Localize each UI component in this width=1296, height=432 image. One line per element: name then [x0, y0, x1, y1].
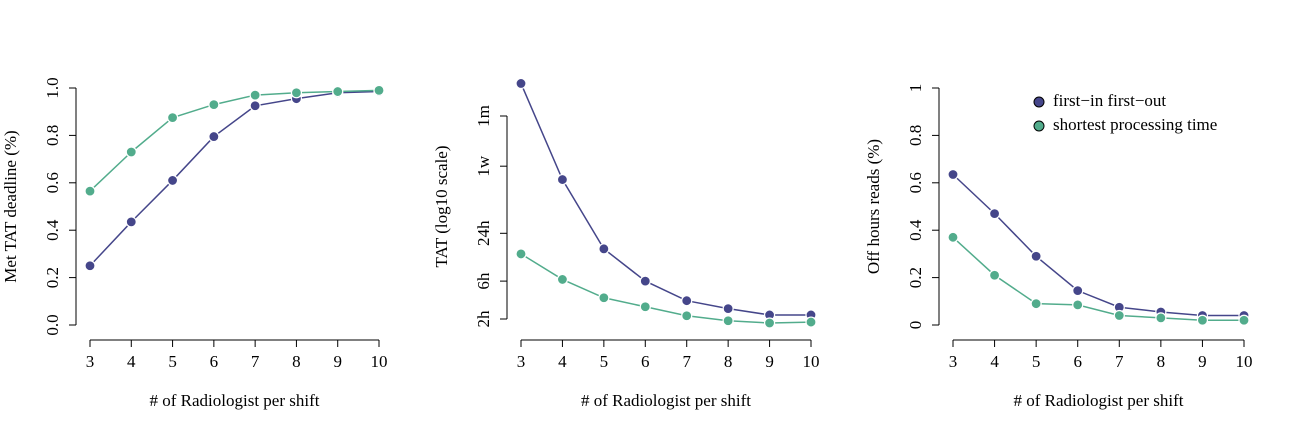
data-point: [515, 77, 527, 90]
x-tick-label: 9: [765, 352, 774, 371]
data-point: [1072, 285, 1084, 297]
y-tick-label: 1m: [474, 105, 493, 127]
x-tick-label: 10: [371, 352, 388, 371]
y-tick-label: 6h: [474, 272, 493, 290]
series-line: [89, 89, 380, 192]
data-point: [805, 316, 817, 328]
x-tick-label: 10: [803, 352, 820, 371]
x-tick-label: 8: [1157, 352, 1166, 371]
y-tick-label: 24h: [474, 220, 493, 246]
y-tick-label: 0.4: [906, 219, 925, 241]
data-point: [681, 310, 693, 322]
x-tick-label: 4: [990, 352, 999, 371]
x-tick-label: 9: [333, 352, 342, 371]
data-point: [1155, 312, 1167, 324]
series-line: [952, 173, 1244, 317]
data-point: [249, 89, 261, 101]
x-tick-label: 7: [251, 352, 260, 371]
data-point: [681, 295, 693, 307]
y-tick-label: 0.6: [43, 172, 62, 193]
x-tick-label: 10: [1236, 352, 1253, 371]
legend-label: shortest processing time: [1053, 115, 1217, 134]
y-axis-label: TAT (log10 scale): [432, 145, 451, 267]
data-point: [373, 84, 385, 96]
data-point: [988, 269, 1001, 281]
y-tick-label: 0.8: [43, 125, 62, 146]
data-point: [332, 85, 344, 98]
data-point: [556, 273, 569, 286]
x-tick-label: 3: [86, 352, 95, 371]
y-tick-label: 1.0: [43, 77, 62, 98]
x-tick-label: 6: [641, 352, 650, 371]
x-tick-label: 6: [210, 352, 219, 371]
data-point: [598, 292, 610, 304]
series-line: [520, 253, 812, 324]
data-point: [208, 98, 220, 111]
data-point: [125, 146, 137, 158]
x-axis-label: # of Radiologist per shift: [150, 391, 320, 410]
data-point: [947, 231, 959, 243]
data-point: [290, 87, 303, 99]
data-point: [1030, 250, 1042, 262]
series-line: [952, 236, 1244, 322]
data-point: [515, 248, 527, 260]
x-tick-label: 4: [558, 352, 567, 371]
x-tick-label: 7: [1115, 352, 1124, 371]
legend-label: first−in first−out: [1053, 91, 1166, 110]
data-point: [1072, 299, 1084, 311]
x-tick-label: 5: [1032, 352, 1041, 371]
y-axis-label: Met TAT deadline (%): [1, 130, 20, 282]
data-point: [639, 301, 651, 313]
legend-marker: [1033, 120, 1045, 132]
data-point: [722, 315, 734, 327]
data-point: [598, 243, 610, 255]
x-tick-label: 3: [949, 352, 958, 371]
data-point: [208, 130, 220, 143]
data-point: [1113, 309, 1125, 322]
x-tick-label: 5: [168, 352, 177, 371]
y-tick-label: 1: [906, 84, 925, 93]
y-tick-label: 0.6: [906, 172, 925, 193]
x-axis-label: # of Radiologist per shift: [1014, 391, 1184, 410]
x-tick-label: 6: [1073, 352, 1082, 371]
data-point: [988, 208, 1001, 220]
x-tick-label: 7: [682, 352, 691, 371]
data-point: [556, 173, 569, 186]
data-point: [639, 275, 651, 287]
data-point: [763, 317, 776, 329]
y-tick-label: 0.4: [43, 219, 62, 241]
x-tick-label: 8: [292, 352, 301, 371]
data-point: [166, 112, 179, 124]
y-axis-label: Off hours reads (%): [864, 139, 883, 274]
y-tick-label: 2h: [474, 310, 493, 328]
data-point: [166, 174, 179, 187]
data-point: [1238, 314, 1250, 326]
x-axis-label: # of Radiologist per shift: [581, 391, 751, 410]
series-line: [89, 90, 380, 267]
x-tick-label: 4: [127, 352, 136, 371]
x-tick-label: 9: [1198, 352, 1207, 371]
data-point: [1196, 314, 1209, 326]
y-tick-label: 0.2: [906, 267, 925, 288]
legend-marker: [1033, 96, 1045, 108]
y-tick-label: 0.2: [43, 267, 62, 288]
y-tick-label: 1w: [474, 155, 493, 177]
data-point: [84, 260, 96, 272]
data-point: [947, 168, 959, 181]
data-point: [84, 185, 96, 197]
data-point: [125, 216, 137, 228]
data-point: [722, 303, 734, 315]
y-tick-label: 0.0: [43, 314, 62, 335]
y-tick-label: 0.8: [906, 125, 925, 146]
y-tick-label: 0: [906, 321, 925, 330]
data-point: [249, 100, 261, 112]
series-line: [520, 83, 811, 316]
x-tick-label: 3: [517, 352, 526, 371]
x-tick-label: 8: [724, 352, 733, 371]
data-point: [1030, 298, 1042, 310]
x-tick-label: 5: [600, 352, 609, 371]
